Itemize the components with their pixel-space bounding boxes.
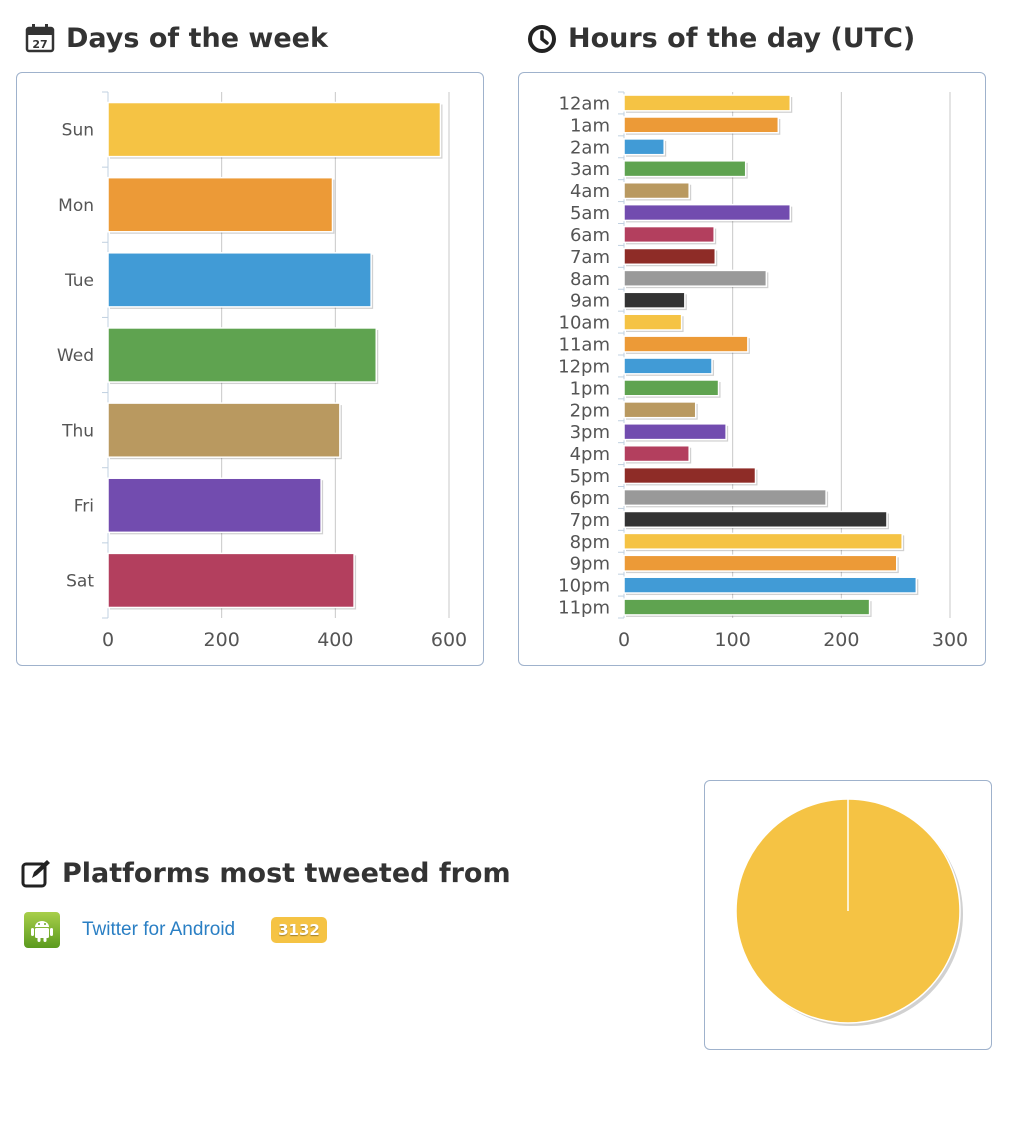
days-x-tick-0: 0 [102,629,114,651]
hours-x-tick-100: 100 [715,629,751,651]
hours-label-7am: 7am [570,247,610,268]
days-label-sun: Sun [62,121,94,141]
days-x-tick-600: 600 [431,629,467,651]
days-label-wed: Wed [57,346,94,366]
hours-label-6am: 6am [570,225,610,246]
hours-label-9am: 9am [570,291,610,312]
hours-title: Hours of the day (UTC) [568,22,916,54]
days-label-fri: Fri [74,496,94,516]
hours-label-7pm: 7pm [570,510,610,531]
hours-bar-10am [623,313,683,331]
platforms-heading: Platforms most tweeted from [20,857,511,889]
hours-label-12pm: 12pm [558,356,610,377]
hours-label-6pm: 6pm [570,488,610,509]
calendar-icon: 27 [25,24,55,53]
days-heading: 27 Days of the week [24,22,328,54]
hours-label-11pm: 11pm [558,598,610,619]
hours-label-9pm: 9pm [570,554,610,575]
hours-label-4pm: 4pm [570,444,610,465]
hours-bar-6pm [623,488,827,507]
android-icon [24,912,60,948]
hours-bar-3pm [623,423,727,441]
platforms-title: Platforms most tweeted from [62,857,511,889]
days-label-mon: Mon [58,196,94,216]
hours-label-5am: 5am [570,203,610,224]
hours-label-3pm: 3pm [570,422,610,443]
days-label-thu: Thu [61,421,94,441]
hours-label-1pm: 1pm [570,378,610,399]
hours-label-2pm: 2pm [570,400,610,421]
days-bar-mon [107,176,334,233]
days-bar-chart: Sun Mon Tue Wed Thu Fri Sat 0 200 400 600 [57,91,467,651]
hours-bar-1pm [623,379,720,397]
compose-icon [21,860,50,888]
hours-x-tick-300: 300 [932,629,968,651]
days-bar-sat [107,552,355,609]
hours-bar-5am [623,203,792,222]
hours-bar-9am [623,291,686,309]
hours-bar-3am [623,160,747,178]
days-chart-panel: Sun Mon Tue Wed Thu Fri Sat 0 200 400 600 [16,72,484,666]
hours-bar-9pm [623,554,898,572]
hours-label-1am: 1am [570,115,610,136]
days-title: Days of the week [66,22,328,54]
hours-bar-1am [623,116,780,134]
hours-label-4am: 4am [570,181,610,202]
days-bar-sun [107,101,442,158]
clock-icon [528,25,556,53]
hours-x-tick-200: 200 [823,629,859,651]
hours-x-tick-0: 0 [618,629,630,651]
days-label-tue: Tue [64,271,94,291]
hours-label-2am: 2am [570,137,610,158]
days-bar-tue [107,252,372,308]
hours-bar-11pm [623,598,871,616]
hours-label-8pm: 8pm [570,532,610,553]
hours-label-12am: 12am [559,93,610,114]
hours-bar-chart: 12am1am2am3am4am5am6am7am8am9am10am11am1… [558,91,968,651]
hours-bar-4pm [623,444,690,463]
hours-label-10pm: 10pm [558,576,610,597]
hours-chart-panel: 12am 1am 2am 3am 4am 5am 6am 7am 8am 9am 10am 11am 1… [518,72,986,666]
hours-bar-8am [623,269,768,287]
hours-bar-7pm [623,510,888,529]
hours-bar-6am [623,225,715,244]
hours-heading: Hours of the day (UTC) [526,22,915,54]
hours-bar-2pm [623,401,697,419]
platform-link-twitter-for-android[interactable]: Twitter for Android [82,919,236,940]
days-bar-fri [107,477,322,534]
days-bar-thu [107,402,341,458]
hours-label-11am: 11am [559,335,610,356]
hours-bar-12pm [623,357,713,375]
hours-bar-11am [623,335,749,353]
hours-label-5pm: 5pm [570,466,610,487]
days-label-sat: Sat [66,572,94,592]
hours-bar-4am [623,181,690,200]
hours-label-10am: 10am [559,313,610,334]
days-bar-wed [107,327,378,383]
hours-bar-2am [623,138,665,156]
platforms-pie-chart [735,798,963,1026]
platform-item: Twitter for Android 3132 [24,912,327,948]
platforms-pie-panel [704,780,992,1050]
hours-bar-5pm [623,466,757,485]
hours-bar-10pm [623,576,918,594]
hours-label-3am: 3am [570,159,610,180]
platform-count-badge: 3132 [271,917,327,943]
days-x-tick-400: 400 [317,629,353,651]
days-x-tick-200: 200 [204,629,240,651]
hours-bar-8pm [623,532,903,550]
calendar-day-number: 27 [32,38,47,51]
hours-label-8am: 8am [570,269,610,290]
hours-bar-7am [623,247,717,266]
hours-bar-12am [623,94,792,112]
